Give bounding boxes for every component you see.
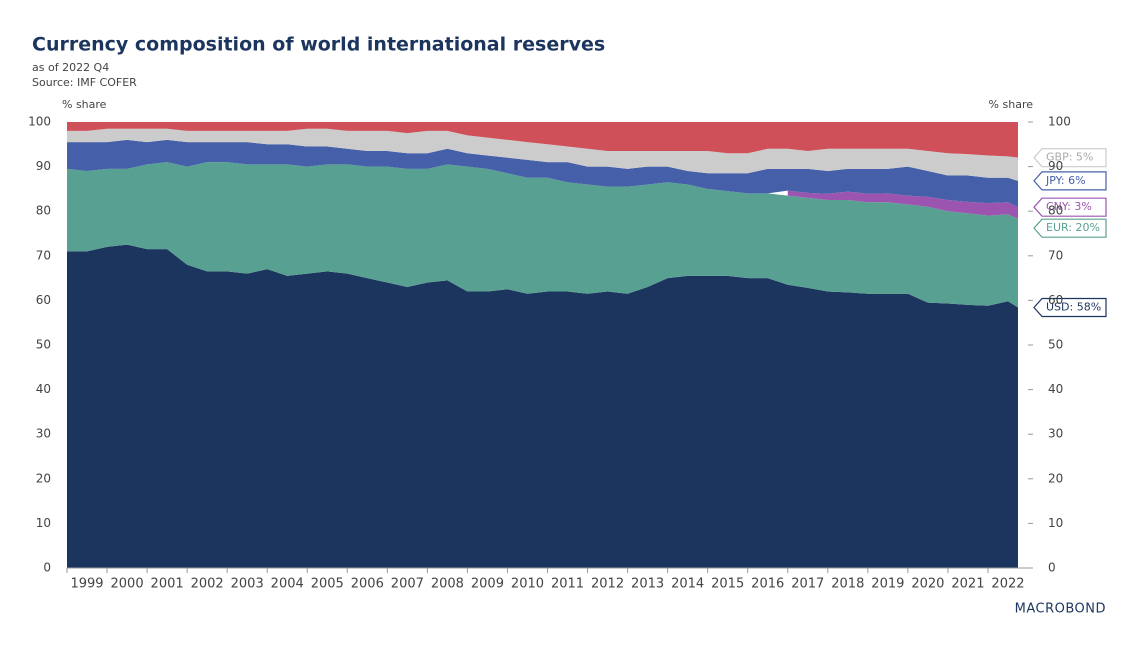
x-tick-label: 2003 [231, 577, 264, 592]
legend-entry: CNY: 3% [1046, 200, 1092, 213]
y2-tick-label: 0 [1048, 561, 1056, 575]
x-tick-label: 2000 [111, 577, 144, 592]
label-box [1033, 297, 1107, 318]
legend-entry: GBP: 5% [1046, 151, 1093, 164]
series-label: EUR: 20% [1033, 218, 1107, 238]
y-tick-label: 30 [36, 427, 51, 441]
x-tick-label: 2001 [151, 577, 184, 592]
area [67, 244, 1018, 568]
area [787, 190, 1018, 219]
x-tick-label: 1999 [70, 577, 103, 592]
x-tick-label: 2011 [551, 577, 584, 592]
x-tick-label: 2006 [351, 577, 384, 592]
y2-tick-label: 20 [1048, 471, 1063, 485]
y2-tick-label: 50 [1048, 338, 1063, 352]
x-tick-label: 2002 [191, 577, 224, 592]
area [67, 162, 1018, 308]
subtitle: as of 2022 Q4 [32, 61, 109, 74]
x-tick-label: 2018 [831, 577, 864, 592]
brand-logo: MACROBOND [1015, 602, 1106, 617]
y2-tick-label: 10 [1048, 516, 1063, 530]
label-box [1033, 148, 1107, 168]
x-tick-label: 2016 [751, 577, 784, 592]
x-tick-label: 2009 [471, 577, 504, 592]
y-tick-label: 90 [36, 159, 51, 173]
areas [67, 122, 1018, 568]
label-box [1033, 197, 1107, 217]
series-label: JPY: 6% [1033, 171, 1107, 191]
label-box [1033, 171, 1107, 191]
label-box [1033, 218, 1107, 238]
y-tick-label: 50 [36, 338, 51, 352]
legend-entry: JPY: 6% [1045, 174, 1086, 187]
series-label: GBP: 5% [1033, 148, 1107, 168]
x-tick-label: 2021 [951, 577, 984, 592]
series-label: CNY: 3% [1033, 197, 1107, 217]
source: Source: IMF COFER [32, 76, 137, 89]
x-tick-label: 2015 [711, 577, 744, 592]
y2-tick-label: 70 [1048, 248, 1063, 262]
y2-tick-label: 80 [1048, 204, 1063, 218]
y-tick-label: 20 [36, 471, 51, 485]
y-tick-label: 60 [36, 293, 51, 307]
x-tick-label: 2017 [791, 577, 824, 592]
y2-tick-label: 40 [1048, 382, 1063, 396]
y2-tick-label: 60 [1048, 293, 1063, 307]
legend-entry: USD: 58% [1046, 301, 1101, 314]
x-tick-label: 2004 [271, 577, 304, 592]
x-tick-label: 2013 [631, 577, 664, 592]
y-axis-label: % share [62, 98, 107, 111]
x-tick-label: 2020 [911, 577, 944, 592]
x-tick-label: 2019 [871, 577, 904, 592]
x-tick-label: 2008 [431, 577, 464, 592]
y2-axis-label: % share [989, 98, 1034, 111]
area [67, 122, 1018, 158]
y-tick-label: 80 [36, 204, 51, 218]
y2-tick-label: 100 [1048, 115, 1071, 129]
y-tick-label: 70 [36, 248, 51, 262]
y-tick-label: 10 [36, 516, 51, 530]
area [67, 128, 1018, 181]
legend-entry: EUR: 20% [1046, 221, 1100, 234]
x-tick-label: 2005 [311, 577, 344, 592]
y2-tick-label: 90 [1048, 159, 1063, 173]
x-tick-label: 2010 [511, 577, 544, 592]
x-tick-label: 2022 [991, 577, 1024, 592]
chart-title: Currency composition of world internatio… [32, 34, 605, 56]
x-tick-label: 2012 [591, 577, 624, 592]
y2-tick-label: 30 [1048, 427, 1063, 441]
y-tick-label: 0 [43, 561, 51, 575]
y-tick-label: 100 [28, 115, 51, 129]
series-label: USD: 58% [1033, 297, 1107, 318]
x-tick-label: 2014 [671, 577, 704, 592]
y-tick-label: 40 [36, 382, 51, 396]
x-tick-label: 2007 [391, 577, 424, 592]
area [67, 139, 1018, 208]
